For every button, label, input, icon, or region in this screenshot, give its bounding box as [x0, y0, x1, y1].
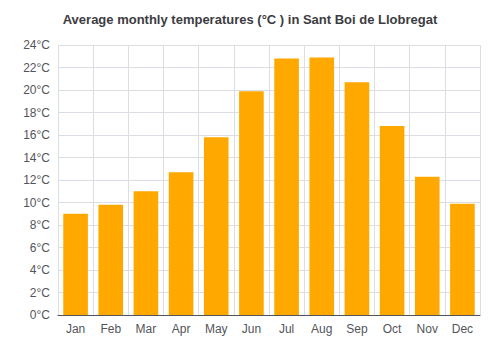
svg-text:4°C: 4°C [30, 263, 50, 277]
svg-text:Mar: Mar [136, 322, 157, 336]
svg-text:20°C: 20°C [23, 83, 50, 97]
svg-text:Apr: Apr [172, 322, 191, 336]
svg-text:Average monthly temperatures (: Average monthly temperatures (°C ) in Sa… [63, 12, 438, 27]
svg-text:16°C: 16°C [23, 128, 50, 142]
svg-text:Dec: Dec [452, 322, 473, 336]
svg-text:Nov: Nov [417, 322, 438, 336]
svg-text:6°C: 6°C [30, 241, 50, 255]
svg-text:8°C: 8°C [30, 218, 50, 232]
svg-text:24°C: 24°C [23, 38, 50, 52]
svg-text:0°C: 0°C [30, 308, 50, 322]
svg-text:22°C: 22°C [23, 61, 50, 75]
svg-text:10°C: 10°C [23, 196, 50, 210]
svg-text:May: May [205, 322, 228, 336]
svg-text:14°C: 14°C [23, 151, 50, 165]
svg-text:Oct: Oct [383, 322, 402, 336]
svg-text:Jul: Jul [279, 322, 294, 336]
svg-text:Feb: Feb [100, 322, 121, 336]
svg-text:Sep: Sep [346, 322, 368, 336]
svg-text:18°C: 18°C [23, 106, 50, 120]
svg-text:Aug: Aug [311, 322, 332, 336]
svg-text:2°C: 2°C [30, 286, 50, 300]
svg-text:Jan: Jan [66, 322, 85, 336]
svg-text:Jun: Jun [242, 322, 261, 336]
svg-text:12°C: 12°C [23, 173, 50, 187]
